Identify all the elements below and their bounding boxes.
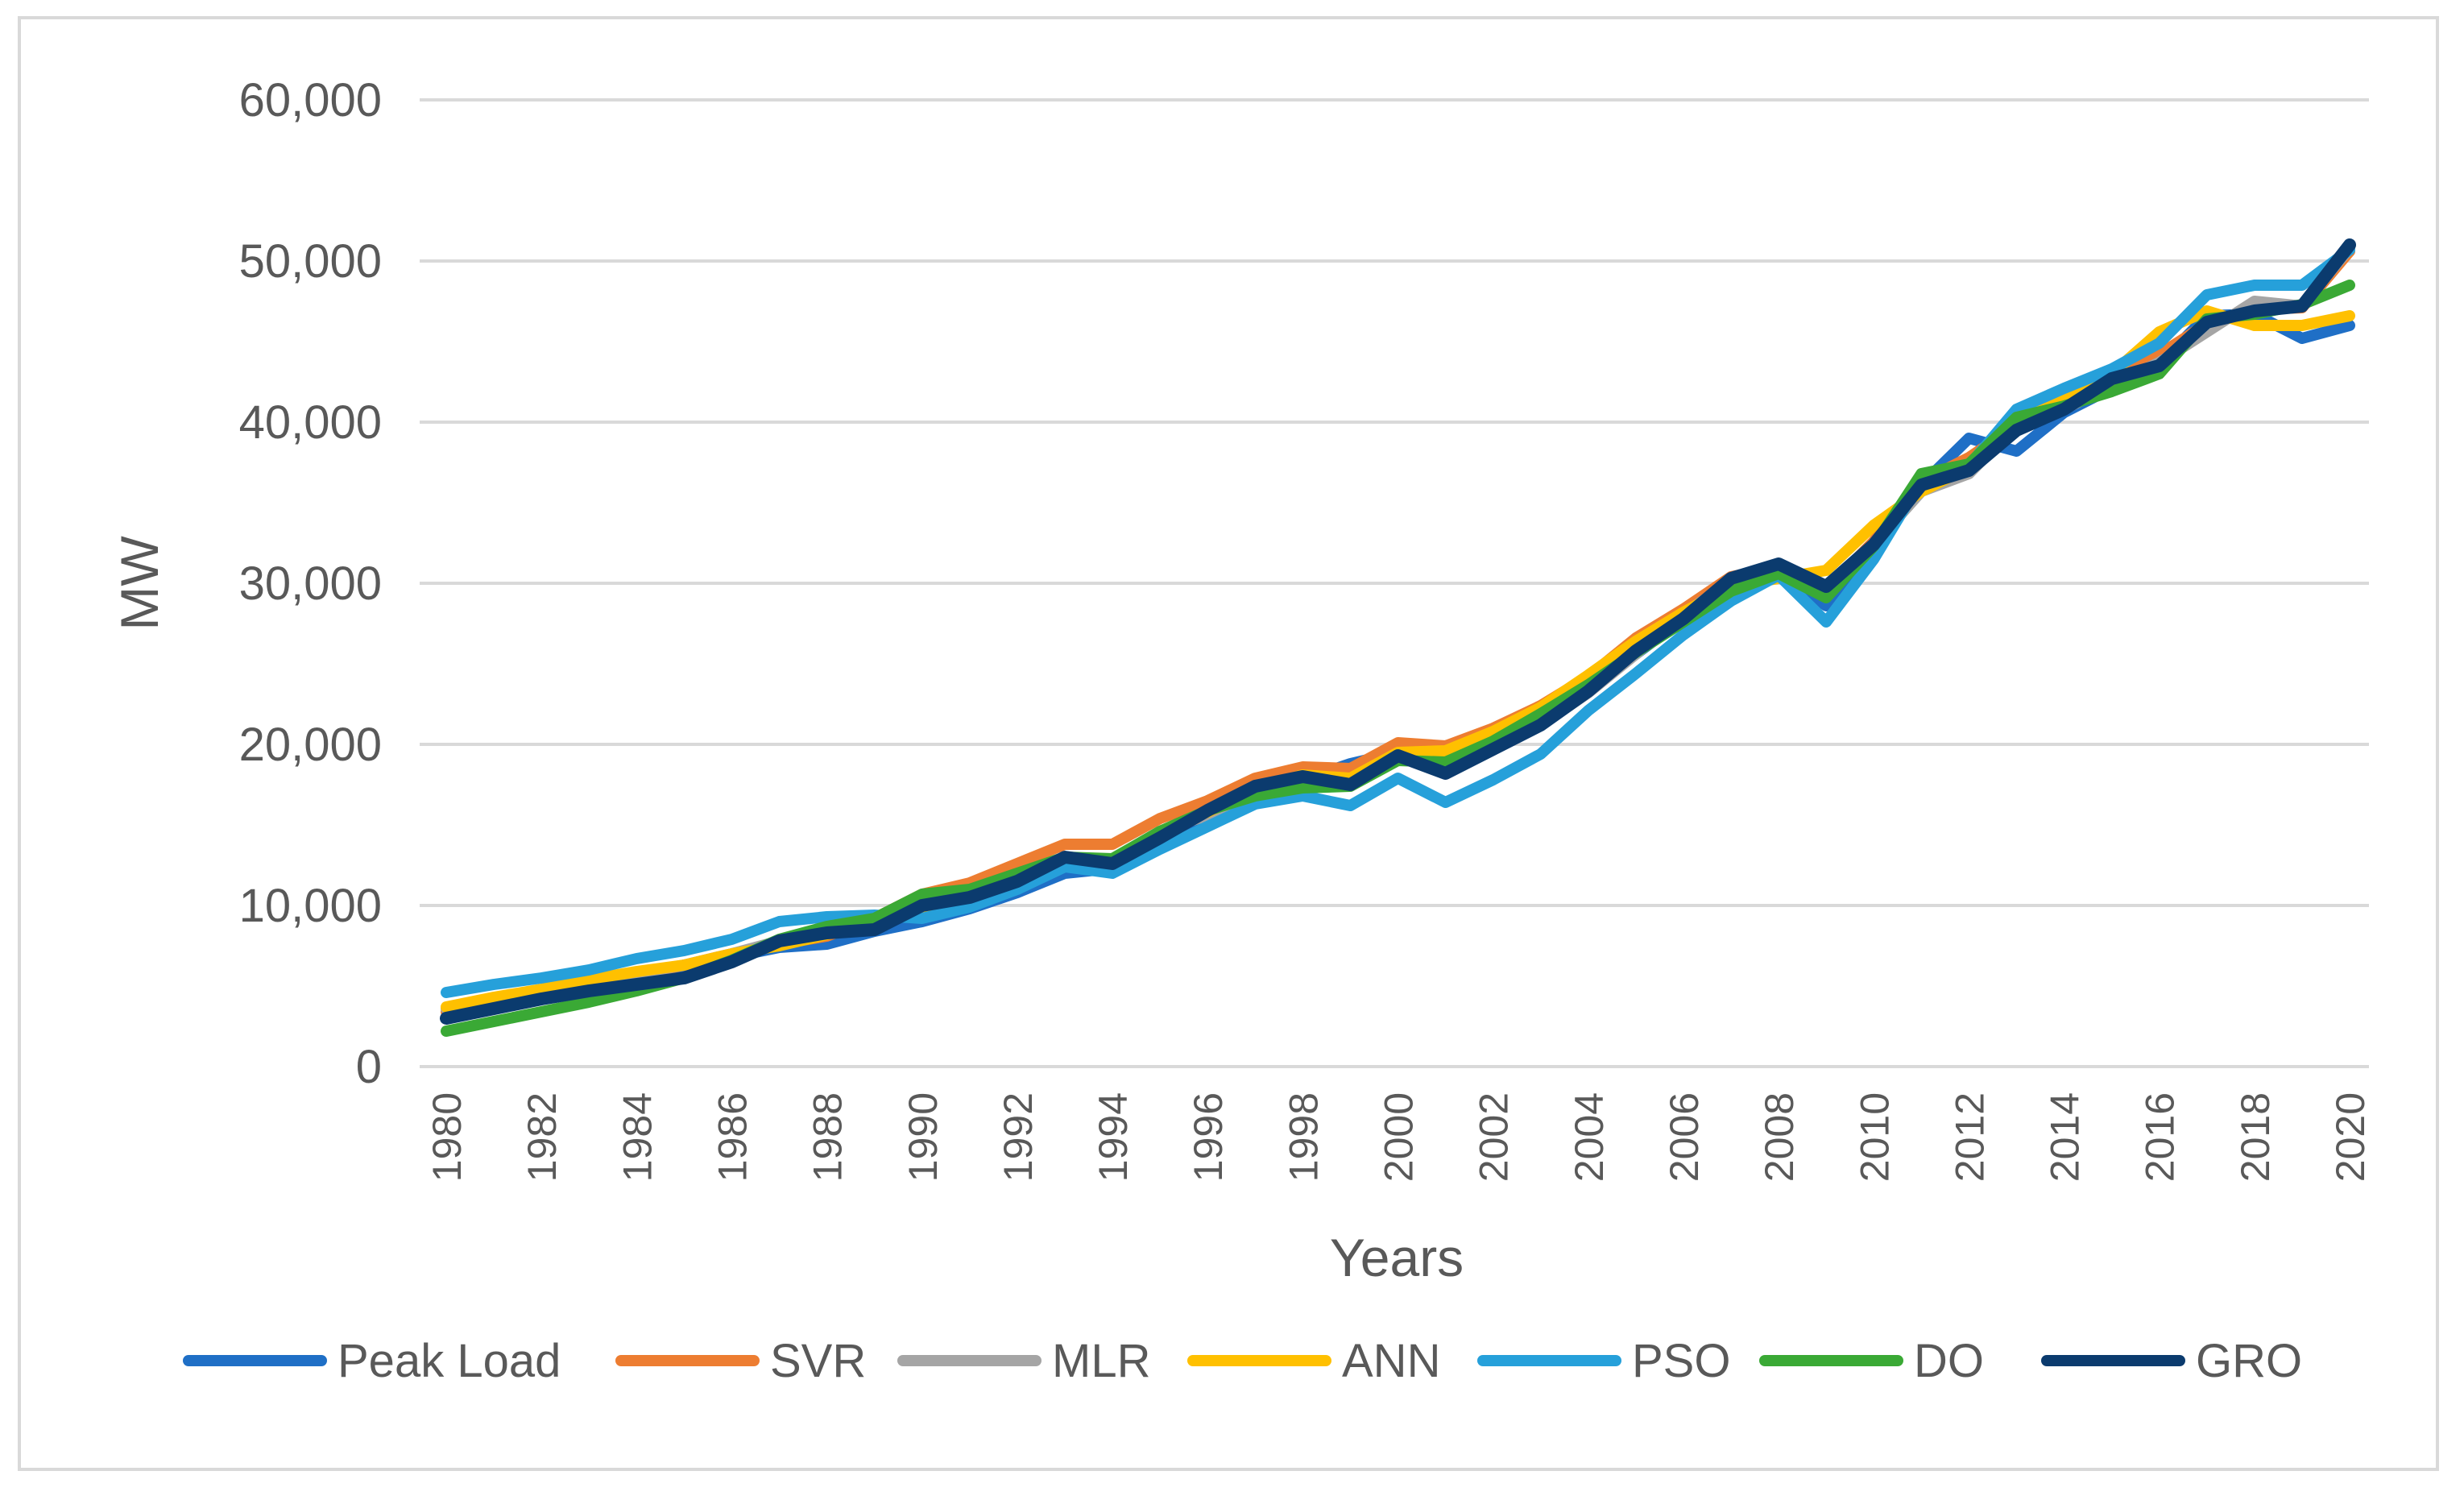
x-tick-label: 2014 — [2043, 1092, 2088, 1182]
y-axis-ticks: 0 10,000 20,000 30,000 40,000 50,000 60,000 — [239, 74, 382, 1093]
series-lines — [440, 238, 2356, 1037]
legend-label: DO — [1914, 1335, 1984, 1387]
x-tick-label: 1996 — [1186, 1092, 1231, 1182]
x-tick-label: 1990 — [901, 1092, 946, 1182]
legend-label: SVR — [770, 1335, 866, 1387]
line-chart: 0 10,000 20,000 30,000 40,000 50,000 60,000 19… — [110, 74, 2373, 1387]
legend-label: Peak Load — [338, 1335, 561, 1387]
x-tick-label: 1994 — [1091, 1092, 1136, 1182]
y-tick-label: 30,000 — [239, 557, 382, 610]
x-tick-label: 2008 — [1757, 1092, 1802, 1182]
x-tick-label: 2016 — [2138, 1092, 2183, 1182]
y-tick-label: 0 — [356, 1041, 382, 1093]
series-line-svr — [441, 246, 2355, 1017]
x-tick-label: 1980 — [424, 1092, 470, 1182]
x-tick-label: 1982 — [520, 1092, 565, 1182]
series-line-peak-load — [441, 309, 2355, 1024]
x-tick-label: 2000 — [1377, 1092, 1422, 1182]
legend-label: ANN — [1342, 1335, 1440, 1387]
x-tick-label: 1998 — [1281, 1092, 1326, 1182]
y-tick-label: 50,000 — [239, 235, 382, 288]
y-tick-label: 40,000 — [239, 396, 382, 449]
x-tick-label: 1988 — [805, 1092, 851, 1182]
x-tick-label: 2010 — [1852, 1092, 1897, 1182]
chart-frame: 0 10,000 20,000 30,000 40,000 50,000 60,000 19… — [18, 16, 2439, 1471]
gridlines — [420, 98, 2369, 1068]
y-axis-title: MW — [110, 536, 169, 631]
legend: Peak Load SVR MLR ANN PSO DO GRO — [183, 1335, 2302, 1387]
y-tick-label: 10,000 — [239, 880, 382, 932]
x-tick-label: 2018 — [2233, 1092, 2278, 1182]
legend-label: GRO — [2196, 1335, 2302, 1387]
x-tick-label: 2004 — [1567, 1092, 1612, 1182]
series-line-gro — [440, 238, 2356, 1025]
x-tick-label: 1984 — [615, 1092, 660, 1182]
x-tick-label: 2020 — [2328, 1092, 2373, 1182]
x-tick-label: 1992 — [996, 1092, 1041, 1182]
x-tick-label: 2012 — [1947, 1092, 1992, 1182]
legend-label: PSO — [1632, 1335, 1731, 1387]
y-tick-label: 60,000 — [239, 74, 382, 126]
x-tick-label: 2006 — [1662, 1092, 1707, 1182]
x-tick-label: 1986 — [710, 1092, 755, 1182]
legend-label: MLR — [1052, 1335, 1150, 1387]
y-tick-label: 20,000 — [239, 719, 382, 771]
series-line-pso — [441, 244, 2355, 998]
x-axis-ticks: 1980 1982 1984 1986 1988 1990 1992 1994 1996 1998… — [424, 1092, 2373, 1182]
x-axis-title: Years — [1330, 1228, 1464, 1287]
series-line-mlr — [441, 242, 2355, 1014]
x-tick-label: 2002 — [1472, 1092, 1517, 1182]
